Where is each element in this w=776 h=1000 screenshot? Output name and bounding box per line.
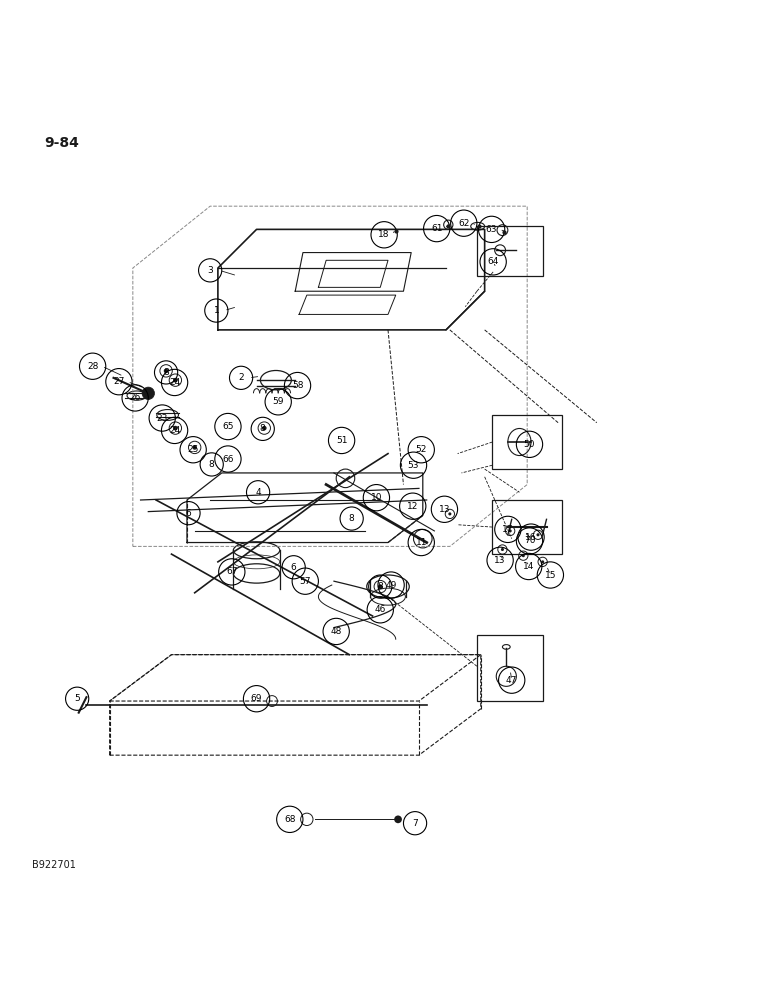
Text: 6: 6 [291, 563, 296, 572]
Text: 59: 59 [272, 397, 284, 406]
Text: 14: 14 [523, 562, 535, 571]
Circle shape [501, 548, 504, 551]
Text: 8: 8 [163, 368, 169, 377]
Text: 26: 26 [130, 393, 140, 402]
Bar [477, 226, 542, 276]
Circle shape [508, 529, 511, 532]
Circle shape [173, 426, 178, 430]
Text: 16: 16 [525, 533, 537, 542]
Circle shape [262, 426, 267, 430]
Text: 2: 2 [238, 373, 244, 382]
Text: 15: 15 [545, 571, 556, 580]
Text: 8: 8 [377, 582, 383, 591]
Text: 12: 12 [407, 502, 418, 511]
Text: 68: 68 [284, 815, 296, 824]
Text: 8: 8 [260, 424, 265, 433]
Text: 64: 64 [487, 257, 499, 266]
Text: 61: 61 [431, 224, 442, 233]
Text: 3: 3 [207, 266, 213, 275]
Text: 11: 11 [415, 538, 427, 547]
Circle shape [378, 584, 383, 589]
Text: 17: 17 [502, 525, 514, 534]
Text: 8: 8 [209, 460, 215, 469]
Text: 47: 47 [506, 676, 518, 685]
Bar [493, 500, 562, 554]
Text: 52: 52 [416, 445, 427, 454]
Bar [493, 415, 562, 469]
Text: 28: 28 [87, 362, 99, 371]
Text: 48: 48 [331, 627, 342, 636]
Circle shape [164, 369, 168, 373]
Text: 50: 50 [524, 440, 535, 449]
Text: 65: 65 [222, 422, 234, 431]
Circle shape [521, 554, 525, 557]
Circle shape [449, 512, 452, 515]
Text: 13: 13 [438, 505, 450, 514]
Text: 24: 24 [169, 426, 180, 435]
Text: 13: 13 [494, 556, 506, 565]
Text: 70: 70 [524, 536, 535, 545]
Text: 67: 67 [226, 567, 237, 576]
Text: 1: 1 [213, 306, 219, 315]
Text: 4: 4 [255, 488, 261, 497]
Text: 24: 24 [169, 378, 180, 387]
Circle shape [541, 560, 544, 563]
Circle shape [394, 815, 402, 823]
Circle shape [173, 378, 178, 382]
Text: 5: 5 [74, 694, 80, 703]
Text: 66: 66 [222, 455, 234, 464]
Text: 25: 25 [188, 445, 199, 454]
Bar [477, 635, 542, 701]
Text: 9-84: 9-84 [44, 136, 79, 150]
Circle shape [142, 387, 154, 399]
Circle shape [536, 533, 539, 536]
Text: 51: 51 [336, 436, 348, 445]
Text: 6: 6 [185, 509, 192, 518]
Text: 7: 7 [412, 819, 418, 828]
Text: 23: 23 [157, 414, 168, 423]
Text: 46: 46 [375, 605, 386, 614]
Text: B922701: B922701 [33, 860, 76, 870]
Text: 62: 62 [458, 219, 469, 228]
Text: 69: 69 [251, 694, 262, 703]
Text: 58: 58 [292, 381, 303, 390]
Text: 53: 53 [407, 461, 419, 470]
Text: 63: 63 [486, 225, 497, 234]
Text: 10: 10 [371, 493, 382, 502]
Text: 27: 27 [113, 377, 125, 386]
Text: 18: 18 [379, 230, 390, 239]
Text: 8: 8 [348, 514, 355, 523]
Circle shape [192, 445, 197, 450]
Text: 49: 49 [386, 581, 397, 590]
Text: 57: 57 [300, 577, 311, 586]
